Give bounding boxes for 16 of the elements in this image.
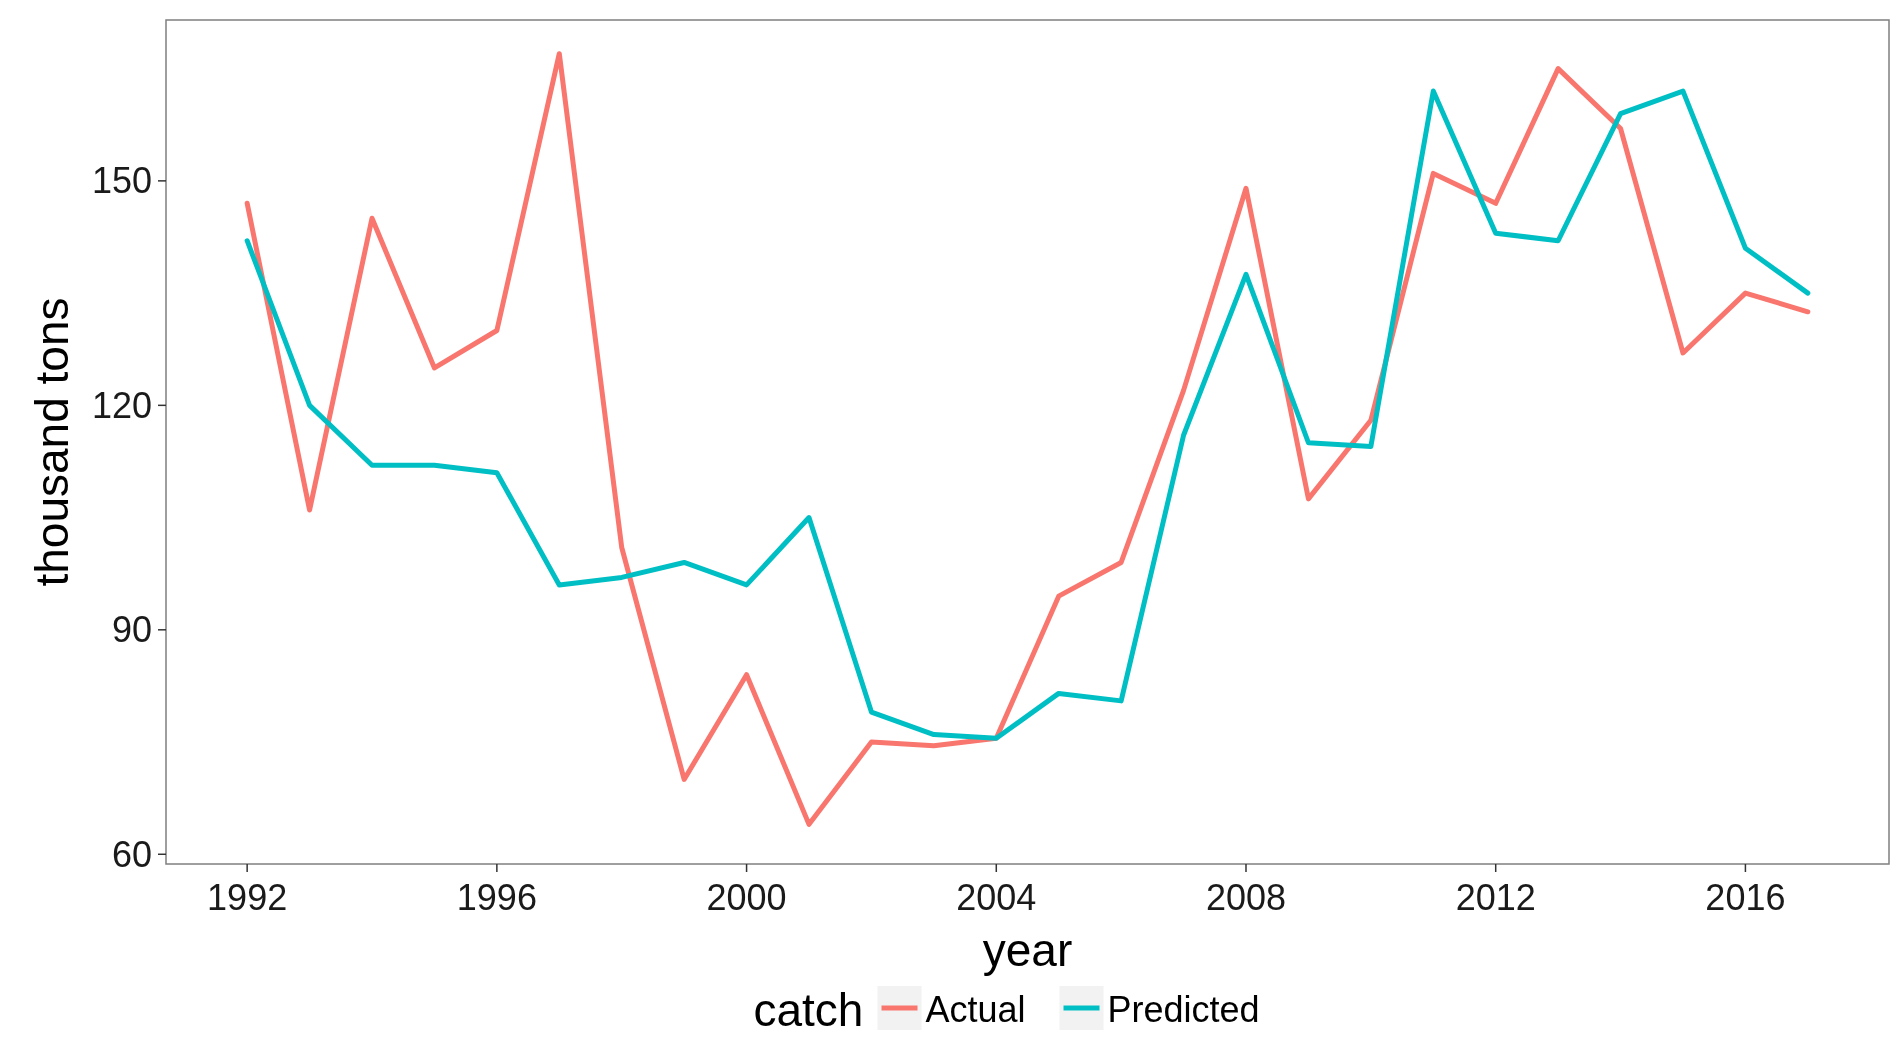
y-tick-label: 60 xyxy=(111,833,152,875)
x-tick-label: 2004 xyxy=(956,877,1037,918)
legend-label: Predicted xyxy=(1107,989,1260,1030)
x-tick-label: 1992 xyxy=(207,877,288,918)
legend-label: Actual xyxy=(925,989,1026,1030)
x-tick-label: 2012 xyxy=(1455,877,1536,918)
y-tick-label: 150 xyxy=(91,160,152,202)
x-tick-label: 2008 xyxy=(1205,877,1287,918)
x-tick-label: 1996 xyxy=(456,877,537,918)
y-tick-label: 90 xyxy=(111,609,152,651)
y-tick-label: 120 xyxy=(91,384,152,426)
x-tick-label: 2016 xyxy=(1705,877,1786,918)
y-axis-title: thousand tons xyxy=(26,297,78,587)
x-axis-title: year xyxy=(982,924,1073,976)
x-tick-label: 2000 xyxy=(706,877,787,918)
legend-title: catch xyxy=(753,984,864,1036)
